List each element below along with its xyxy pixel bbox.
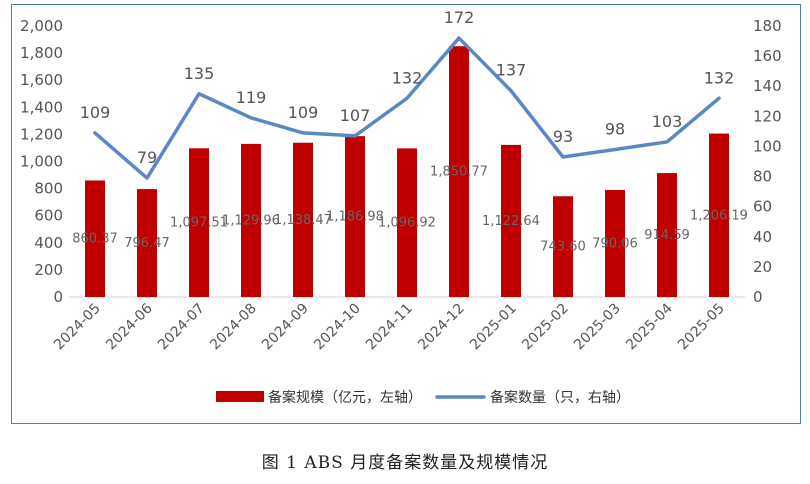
bar: [605, 189, 625, 297]
y-right-tick-label: 140: [753, 77, 782, 95]
line-data-label: 137: [496, 61, 527, 80]
bar-data-label: 796.47: [124, 236, 170, 251]
legend-bar-label: 备案规模（亿元，左轴）: [268, 389, 422, 406]
x-tick-label: 2025-02: [519, 301, 572, 354]
x-tick-label: 2025-01: [467, 301, 520, 354]
bar-data-label: 790.06: [592, 236, 638, 251]
bar-data-label: 1,129.96: [222, 213, 280, 228]
y-right-tick-label: 0: [753, 288, 763, 306]
x-tick-label: 2024-05: [51, 301, 104, 354]
bar: [345, 136, 365, 297]
x-tick-label: 2025-05: [675, 301, 728, 354]
y-right-tick-label: 80: [753, 168, 772, 186]
x-tick-label: 2024-11: [363, 301, 416, 354]
x-tick-label: 2024-09: [259, 301, 312, 354]
line-data-label: 132: [704, 68, 735, 87]
y-left-tick-label: 1,800: [20, 44, 63, 62]
y-left-tick-label: 1,400: [20, 98, 63, 116]
line-data-label: 119: [236, 88, 267, 107]
y-right-tick-label: 120: [753, 107, 782, 125]
bar: [553, 196, 573, 297]
figure-caption: 图 1 ABS 月度备案数量及规模情况: [261, 453, 549, 473]
x-tick-label: 2024-06: [103, 300, 156, 353]
y-right-tick-label: 180: [753, 17, 782, 35]
line-data-label: 172: [444, 8, 475, 27]
bar-data-label: 860.37: [72, 232, 118, 247]
y-right-tick-label: 160: [753, 47, 782, 65]
y-left-tick-label: 600: [34, 207, 63, 225]
y-left-tick-label: 1,000: [20, 153, 63, 171]
y-right-tick-label: 40: [753, 228, 772, 246]
bar-data-label: 1,138.47: [274, 213, 332, 228]
line-data-label: 79: [137, 148, 157, 167]
bar-data-label: 1,096.92: [378, 216, 436, 231]
bar: [397, 148, 417, 297]
x-tick-label: 2024-12: [415, 301, 468, 354]
x-tick-label: 2024-08: [207, 301, 260, 354]
y-right-tick-label: 20: [753, 258, 772, 276]
bar-data-label: 1,850.77: [430, 165, 488, 180]
x-tick-label: 2025-03: [571, 301, 624, 354]
bar: [501, 144, 521, 297]
bar-data-label: 1,097.51: [170, 216, 228, 231]
legend-bar-swatch: [216, 391, 264, 402]
line-data-label: 135: [184, 64, 215, 83]
line-data-label: 103: [652, 112, 683, 131]
y-right-tick-label: 100: [753, 137, 782, 155]
bar: [657, 173, 677, 297]
line-data-label: 93: [553, 127, 573, 146]
bar-data-label: 1,186.98: [326, 210, 384, 225]
legend-line-label: 备案数量（只，右轴）: [490, 389, 630, 406]
x-tick-label: 2024-10: [311, 301, 364, 354]
y-right-tick-label: 60: [753, 198, 772, 216]
y-left-tick-label: 2,000: [20, 17, 63, 35]
line-data-label: 109: [80, 103, 111, 122]
chart: 02004006008001,0001,2001,4001,6001,8002,…: [20, 8, 782, 406]
bar-data-label: 1,122.64: [482, 214, 540, 229]
y-left-tick-label: 800: [34, 180, 63, 198]
x-tick-label: 2025-04: [623, 300, 676, 353]
bar: [293, 142, 313, 297]
bar: [189, 148, 209, 297]
line-data-label: 98: [605, 119, 625, 138]
y-left-tick-label: 200: [34, 261, 63, 279]
y-left-tick-label: 0: [53, 288, 63, 306]
line-series: [93, 36, 721, 180]
y-left-tick-label: 1,600: [20, 71, 63, 89]
bar-data-label: 743.60: [540, 240, 586, 255]
bar: [137, 189, 157, 297]
bar-data-label: 914.59: [644, 228, 690, 243]
bar: [241, 143, 261, 297]
x-tick-label: 2024-07: [155, 301, 208, 354]
line-data-label: 132: [392, 68, 423, 87]
bar: [449, 46, 469, 297]
y-left-tick-label: 1,200: [20, 125, 63, 143]
line-data-label: 107: [340, 106, 371, 125]
bar: [85, 180, 105, 297]
bar-data-label: 1,206.19: [690, 208, 748, 223]
chart-frame: 0 200 400 600 800 1,000 1,200 1,400 1,600 1,800 2,…: [11, 4, 801, 424]
bar: [709, 133, 729, 297]
y-left-tick-label: 400: [34, 234, 63, 252]
line-data-label: 109: [288, 103, 319, 122]
